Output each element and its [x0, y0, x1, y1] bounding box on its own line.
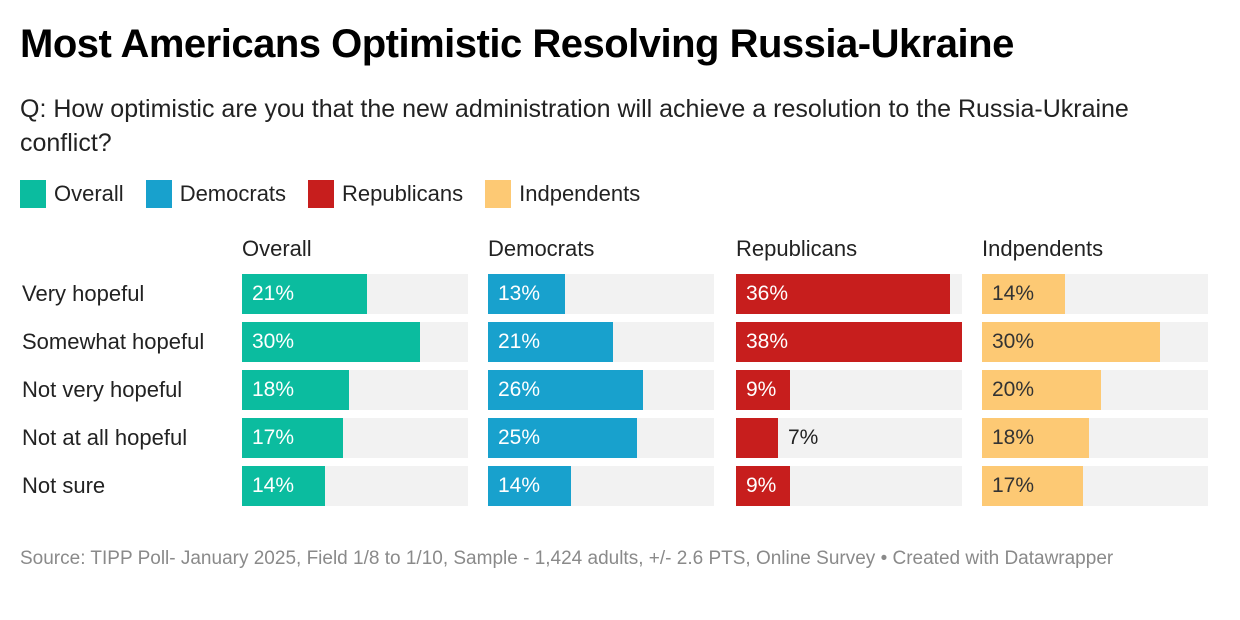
- data-label: 18%: [992, 426, 1035, 449]
- data-label: 20%: [992, 378, 1035, 401]
- bar: [982, 370, 1101, 410]
- legend-item-independents: Indpendents: [485, 180, 640, 208]
- legend-item-republicans: Republicans: [308, 180, 463, 208]
- column-header: Indpendents: [982, 236, 1104, 261]
- legend-label: Overall: [54, 181, 124, 206]
- bar-chart-small-multiples: Very hopeful Somewhat hopeful Not very hop…: [0, 230, 1240, 520]
- data-label: 38%: [746, 330, 789, 353]
- data-label: 18%: [252, 378, 295, 401]
- data-label: 13%: [498, 282, 541, 305]
- legend: Overall Democrats Republicans Indpendent…: [20, 180, 662, 208]
- legend-swatch-overall: [20, 180, 46, 208]
- data-label: 9%: [746, 474, 777, 497]
- bar: [736, 322, 962, 362]
- bar: [736, 274, 950, 314]
- bar: [736, 370, 790, 410]
- row-label: Not very hopeful: [22, 377, 183, 402]
- bar: [488, 274, 565, 314]
- data-label: 9%: [746, 378, 777, 401]
- legend-label: Indpendents: [519, 181, 641, 206]
- source-footer: Source: TIPP Poll- January 2025, Field 1…: [20, 548, 1114, 569]
- bar: [242, 370, 349, 410]
- data-label: 14%: [252, 474, 295, 497]
- chart-title: Most Americans Optimistic Resolving Russ…: [20, 22, 1014, 66]
- bar: [242, 466, 325, 506]
- bar: [242, 418, 343, 458]
- bar: [736, 466, 790, 506]
- row-label: Very hopeful: [22, 281, 145, 306]
- row-label: Not sure: [22, 473, 106, 498]
- legend-swatch-independents: [485, 180, 512, 208]
- legend-item-overall: Overall: [20, 180, 124, 208]
- bar: [242, 274, 367, 314]
- bar: [982, 418, 1089, 458]
- bar: [982, 274, 1065, 314]
- legend-item-democrats: Democrats: [145, 180, 287, 208]
- bar: [488, 370, 643, 410]
- column-header: Overall: [242, 236, 312, 261]
- bar: [736, 418, 778, 458]
- row-label: Not at all hopeful: [22, 425, 188, 450]
- data-label: 14%: [498, 474, 541, 497]
- bar: [982, 322, 1160, 362]
- data-label: 7%: [788, 426, 819, 449]
- bar: [488, 466, 571, 506]
- data-label: 14%: [992, 282, 1035, 305]
- legend-label: Republicans: [342, 181, 464, 206]
- data-label: 17%: [992, 474, 1035, 497]
- column-header: Democrats: [488, 236, 595, 261]
- bar: [242, 322, 420, 362]
- legend-swatch-republicans: [308, 180, 335, 208]
- data-label: 36%: [746, 282, 789, 305]
- bar: [982, 466, 1083, 506]
- data-label: 25%: [498, 426, 541, 449]
- data-label: 17%: [252, 426, 295, 449]
- data-label: 21%: [498, 330, 541, 353]
- data-label: 30%: [252, 330, 295, 353]
- row-label: Somewhat hopeful: [22, 329, 205, 354]
- bar: [488, 322, 613, 362]
- legend-label: Democrats: [179, 181, 287, 206]
- legend-swatch-democrats: [145, 180, 172, 208]
- data-label: 30%: [992, 330, 1035, 353]
- chart-subtitle: Q: How optimistic are you that the new a…: [20, 95, 1129, 157]
- data-label: 21%: [252, 282, 295, 305]
- column-header: Republicans: [736, 236, 858, 261]
- bar: [488, 418, 637, 458]
- data-label: 26%: [498, 378, 541, 401]
